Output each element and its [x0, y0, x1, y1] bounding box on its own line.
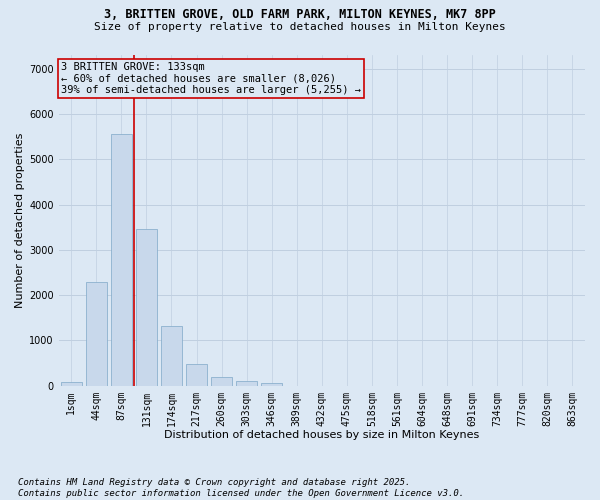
Bar [86, 282, 107, 386]
Bar [110, 134, 132, 386]
Text: Contains HM Land Registry data © Crown copyright and database right 2025.
Contai: Contains HM Land Registry data © Crown c… [18, 478, 464, 498]
X-axis label: Distribution of detached houses by size in Milton Keynes: Distribution of detached houses by size … [164, 430, 479, 440]
Text: 3 BRITTEN GROVE: 133sqm
← 60% of detached houses are smaller (8,026)
39% of semi: 3 BRITTEN GROVE: 133sqm ← 60% of detache… [61, 62, 361, 95]
Y-axis label: Number of detached properties: Number of detached properties [15, 132, 25, 308]
Bar [161, 326, 182, 386]
Bar [136, 230, 157, 386]
Bar [211, 376, 232, 386]
Bar [186, 364, 207, 386]
Bar [261, 384, 283, 386]
Text: 3, BRITTEN GROVE, OLD FARM PARK, MILTON KEYNES, MK7 8PP: 3, BRITTEN GROVE, OLD FARM PARK, MILTON … [104, 8, 496, 20]
Bar [61, 382, 82, 386]
Text: Size of property relative to detached houses in Milton Keynes: Size of property relative to detached ho… [94, 22, 506, 32]
Bar [236, 380, 257, 386]
